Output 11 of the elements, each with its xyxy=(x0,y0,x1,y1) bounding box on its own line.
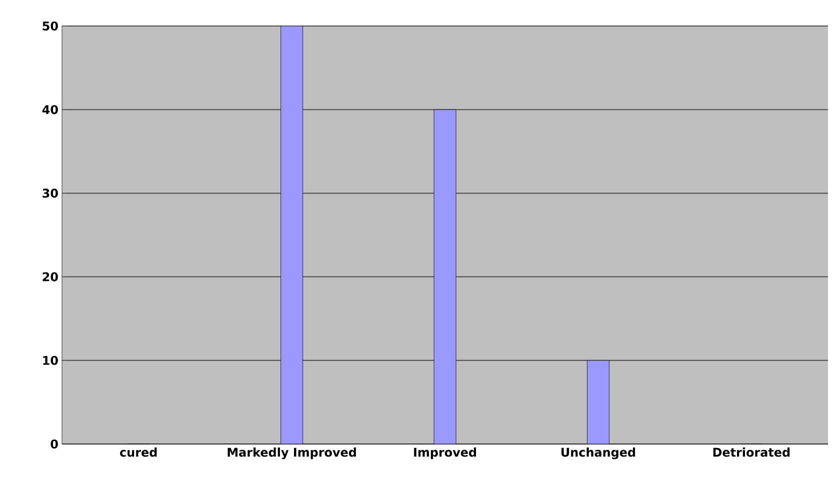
x-tick-label: Detriorated xyxy=(713,448,790,457)
y-tick-label: 0 xyxy=(50,439,58,449)
x-tick-label: Unchanged xyxy=(561,448,636,460)
x-tick-label: cured xyxy=(120,448,157,457)
y-tick-label: 10 xyxy=(43,356,58,365)
y-tick-label: 40 xyxy=(42,105,58,114)
y-tick-label: 30 xyxy=(42,188,58,198)
y-tick-label: 50 xyxy=(42,21,58,31)
x-tick-label: Improved xyxy=(414,448,476,460)
y-tick-label: 20 xyxy=(42,272,58,282)
x-tick-label: Markedly Improved xyxy=(228,448,356,460)
